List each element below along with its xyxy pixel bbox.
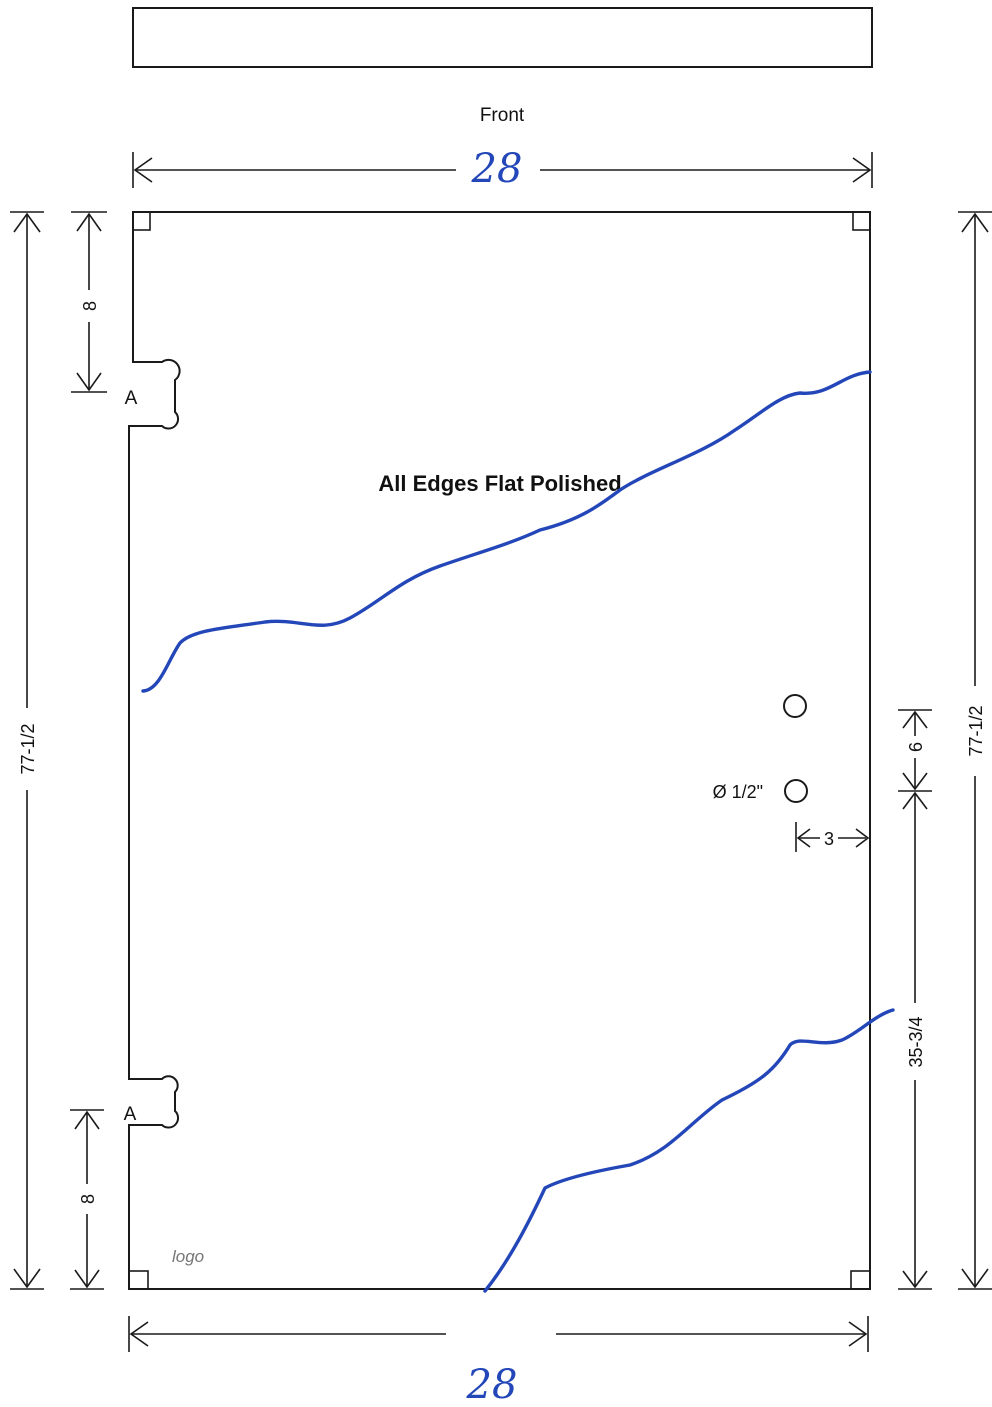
corner-mark-bottom-right	[850, 1270, 871, 1290]
corner-mark-top-right	[852, 211, 871, 231]
bottom-width-dimension	[128, 1316, 869, 1352]
hole-spacing-value: 6	[906, 742, 926, 752]
top-notch-value: 8	[80, 301, 100, 311]
top-width-handwritten: 28	[471, 146, 523, 192]
corner-mark-bottom-left	[128, 1270, 149, 1290]
hole-diameter-label: Ø 1/2"	[713, 782, 763, 802]
hole-upper	[783, 694, 807, 718]
left-height-dimension	[10, 211, 44, 1290]
logo-placement: logo	[172, 1247, 204, 1266]
edge-view-strip	[132, 7, 873, 68]
right-height-value: 77-1/2	[966, 705, 986, 756]
hole-edge-dimension	[795, 822, 870, 852]
notch-bottom-label: A	[124, 1104, 137, 1125]
edge-finish-note: All Edges Flat Polished	[378, 471, 621, 496]
bottom-width-handwritten: 28	[466, 1362, 518, 1407]
hole-edge-value: 3	[824, 829, 834, 849]
break-line-lower	[483, 1008, 895, 1293]
corner-mark-top-left	[132, 211, 151, 231]
left-height-value: 77-1/2	[18, 723, 38, 774]
front-label: Front	[480, 105, 525, 126]
right-height-dimension	[958, 211, 992, 1290]
hole-height-value: 35-3/4	[906, 1016, 926, 1067]
bottom-notch-dimension	[70, 1109, 104, 1290]
hole-lower	[784, 779, 808, 803]
panel-outline	[128, 211, 871, 1290]
notch-top-label: A	[125, 388, 138, 409]
hole-height-dimension	[898, 791, 932, 1290]
top-width-dimension	[132, 152, 873, 188]
bottom-notch-value: 8	[78, 1194, 98, 1204]
break-line-upper	[141, 370, 872, 693]
hole-spacing-dimension	[898, 709, 932, 792]
top-notch-dimension	[71, 211, 107, 393]
